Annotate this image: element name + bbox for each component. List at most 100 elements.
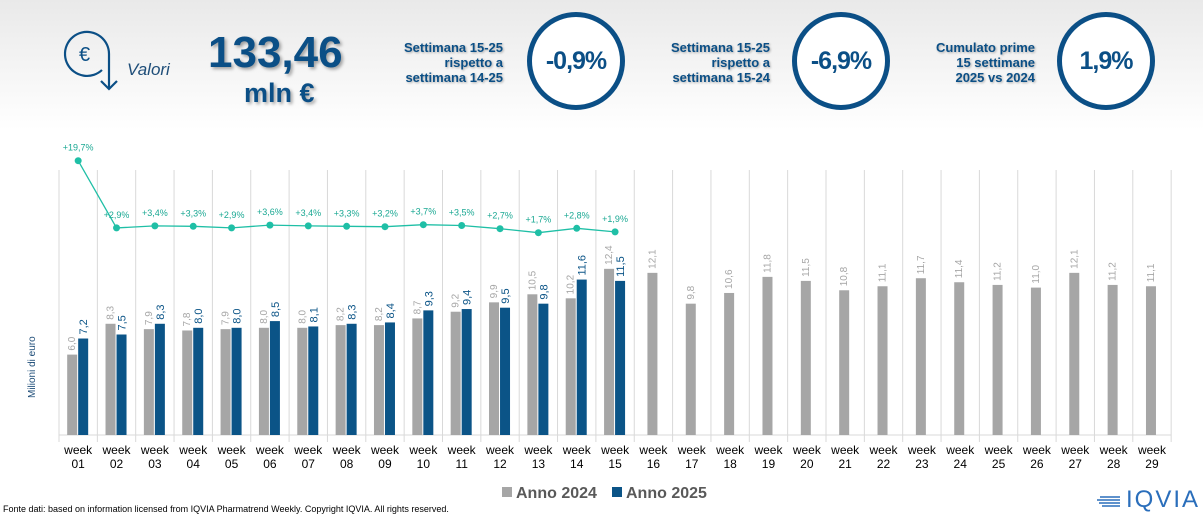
bar-2025 (615, 280, 626, 435)
legend-swatch-2025 (612, 487, 622, 497)
kpi-cumulative-label: Cumulato prime 15 settimane 2025 vs 2024 (936, 40, 1035, 85)
x-tick-label: week (408, 443, 438, 457)
iqvia-logo-text: IQVIA (1126, 486, 1201, 513)
x-tick-label: 13 (532, 457, 546, 471)
x-tick-label: week (332, 443, 362, 457)
x-tick-label: week (945, 443, 975, 457)
bar-2024 (450, 311, 461, 435)
bar-2024 (954, 282, 965, 435)
x-tick-label: 01 (71, 457, 85, 471)
x-tick-label: 29 (1145, 457, 1159, 471)
data-label-2024: 9,8 (686, 285, 697, 299)
bar-2024 (258, 327, 269, 435)
data-label-2024: 12,1 (1069, 249, 1080, 269)
bar-2024 (105, 323, 116, 435)
kpi-header: € Valori 133,46 mln € Settimana 15-25 ri… (0, 0, 1203, 130)
bar-2025 (346, 323, 357, 435)
data-label-2025: 8,3 (347, 304, 359, 319)
data-label-2024: 7,9 (221, 311, 232, 325)
bar-2025 (384, 322, 395, 435)
x-tick-label: week (178, 443, 208, 457)
data-label-2025: 8,0 (232, 309, 244, 324)
x-tick-label: week (1099, 443, 1129, 457)
kpi-weekly-circle: -0,9% (527, 12, 625, 110)
growth-point (343, 222, 351, 230)
x-tick-label: 03 (148, 457, 162, 471)
bar-2024 (992, 284, 1003, 435)
x-tick-label: 12 (493, 457, 507, 471)
x-tick-label: week (792, 443, 822, 457)
data-label-2024: 11,1 (878, 263, 889, 282)
data-label-2024: 12,4 (604, 245, 615, 265)
valori-label: Valori (127, 60, 170, 79)
bar-2024 (762, 276, 773, 435)
growth-point (458, 222, 466, 229)
data-label-2024: 11,7 (916, 255, 927, 274)
data-label-2024: 9,2 (451, 293, 462, 307)
growth-point (573, 224, 581, 232)
bar-2025 (193, 327, 204, 435)
bar-2024 (489, 302, 500, 435)
data-label-2024: 12,1 (647, 249, 658, 269)
growth-point (304, 222, 312, 230)
x-tick-label: 17 (685, 457, 699, 471)
data-label-2025: 11,5 (615, 256, 627, 277)
data-label-2024: 10,2 (566, 274, 577, 294)
x-tick-label: week (217, 443, 247, 457)
growth-label: +3,5% (449, 208, 475, 218)
bar-2024 (373, 325, 384, 435)
data-label-2024: 11,1 (1146, 263, 1157, 282)
growth-point (266, 221, 274, 229)
x-tick-label: week (370, 443, 400, 457)
bar-2024 (412, 318, 423, 435)
x-tick-label: week (869, 443, 899, 457)
data-label-2025: 9,4 (462, 290, 474, 305)
data-label-2024: 11,2 (993, 262, 1004, 281)
bar-2024 (297, 327, 308, 435)
bar-2025 (500, 307, 511, 435)
x-tick-label: 06 (263, 457, 277, 471)
data-label-2024: 8,0 (297, 309, 308, 323)
x-tick-label: week (562, 443, 592, 457)
x-tick-label: 18 (723, 457, 737, 471)
bar-2025 (269, 321, 280, 435)
legend-anno-2024: Anno 2024 (502, 485, 597, 503)
source-note: Fonte dati: based on information license… (3, 504, 449, 514)
data-label-2024: 11,8 (762, 254, 773, 273)
x-tick-label: week (523, 443, 553, 457)
data-label-2024: 6,0 (67, 336, 78, 350)
growth-label: +19,7% (63, 143, 94, 153)
growth-label: +2,8% (564, 210, 590, 220)
kpi-yoy-label: Settimana 15-25 rispetto a settimana 15-… (671, 40, 770, 85)
growth-point (74, 157, 82, 165)
data-label-2024: 8,0 (259, 309, 270, 323)
x-tick-label: week (255, 443, 285, 457)
total-unit: mln € (244, 78, 315, 108)
x-tick-label: 27 (1069, 457, 1083, 471)
data-label-2025: 8,1 (308, 307, 320, 322)
x-tick-label: week (485, 443, 515, 457)
x-tick-label: 21 (838, 457, 852, 471)
data-label-2025: 9,3 (423, 291, 435, 306)
x-tick-label: 04 (187, 457, 201, 471)
x-tick-label: week (102, 443, 132, 457)
growth-label: +3,2% (372, 209, 398, 219)
data-label-2024: 7,8 (182, 312, 193, 326)
bar-2024 (67, 354, 78, 435)
bar-2025 (154, 323, 165, 435)
bar-2024 (915, 278, 926, 435)
legend-swatch-2024 (502, 487, 512, 497)
growth-label: +1,7% (525, 215, 551, 225)
bar-2024 (647, 272, 658, 435)
x-tick-label: week (600, 443, 630, 457)
x-tick-label: week (1060, 443, 1090, 457)
bar-2024 (335, 325, 346, 435)
data-label-2024: 8,7 (412, 300, 423, 314)
bar-2024 (143, 329, 154, 435)
data-label-2024: 11,5 (801, 258, 812, 277)
x-tick-label: week (677, 443, 707, 457)
euro-down-arrow-icon: € (63, 30, 118, 91)
bar-2024 (1030, 287, 1041, 435)
bar-2024 (565, 298, 576, 435)
x-tick-label: 20 (800, 457, 814, 471)
